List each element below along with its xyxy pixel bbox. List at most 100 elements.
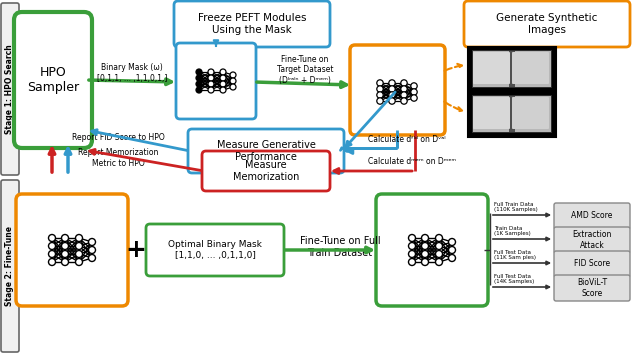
Circle shape bbox=[422, 251, 429, 257]
Circle shape bbox=[401, 92, 407, 98]
Circle shape bbox=[435, 242, 442, 250]
Circle shape bbox=[422, 258, 429, 266]
FancyBboxPatch shape bbox=[1, 3, 19, 175]
Circle shape bbox=[389, 98, 396, 104]
Circle shape bbox=[88, 255, 95, 261]
FancyBboxPatch shape bbox=[376, 194, 488, 306]
FancyBboxPatch shape bbox=[471, 94, 553, 134]
FancyBboxPatch shape bbox=[1, 180, 19, 352]
FancyBboxPatch shape bbox=[350, 45, 445, 135]
FancyBboxPatch shape bbox=[554, 203, 630, 229]
Circle shape bbox=[401, 98, 407, 104]
FancyBboxPatch shape bbox=[554, 275, 630, 301]
Circle shape bbox=[220, 87, 226, 93]
Text: Full Test Data
(14K Samples): Full Test Data (14K Samples) bbox=[494, 273, 534, 285]
FancyBboxPatch shape bbox=[554, 227, 630, 253]
Circle shape bbox=[377, 98, 383, 104]
Circle shape bbox=[76, 251, 83, 257]
Circle shape bbox=[408, 242, 415, 250]
Text: Fine-Tune on
Target Dataset
(Dᴵʳᵃᴵⁿ + Dᵐᵉᵐ): Fine-Tune on Target Dataset (Dᴵʳᵃᴵⁿ + Dᵐ… bbox=[276, 55, 333, 85]
Circle shape bbox=[435, 258, 442, 266]
Circle shape bbox=[411, 95, 417, 101]
Circle shape bbox=[401, 86, 407, 92]
Circle shape bbox=[389, 86, 396, 92]
Circle shape bbox=[220, 81, 226, 87]
FancyBboxPatch shape bbox=[468, 47, 556, 137]
Circle shape bbox=[230, 72, 236, 78]
Circle shape bbox=[449, 246, 456, 253]
Text: Optimal Binary Mask
[1,1,0, ... ,0,1,1,0]: Optimal Binary Mask [1,1,0, ... ,0,1,1,0… bbox=[168, 240, 262, 260]
Circle shape bbox=[88, 246, 95, 253]
FancyBboxPatch shape bbox=[512, 52, 549, 84]
Circle shape bbox=[196, 87, 202, 93]
Circle shape bbox=[49, 242, 56, 250]
Circle shape bbox=[76, 235, 83, 241]
FancyBboxPatch shape bbox=[471, 49, 553, 89]
Text: Report FID Score to HPO: Report FID Score to HPO bbox=[72, 132, 164, 141]
FancyBboxPatch shape bbox=[512, 97, 549, 129]
Circle shape bbox=[377, 80, 383, 86]
Circle shape bbox=[208, 75, 214, 81]
Text: Fine-Tune on Full
Train Dataset: Fine-Tune on Full Train Dataset bbox=[300, 236, 380, 258]
Text: Full Test Data
(11K Sam ples): Full Test Data (11K Sam ples) bbox=[494, 250, 536, 260]
Text: Stage 2: Fine-Tune: Stage 2: Fine-Tune bbox=[6, 226, 15, 306]
Circle shape bbox=[196, 81, 202, 87]
Text: Full Train Data
(110K Samples): Full Train Data (110K Samples) bbox=[494, 202, 538, 212]
FancyBboxPatch shape bbox=[509, 96, 515, 132]
Circle shape bbox=[208, 87, 214, 93]
Circle shape bbox=[196, 69, 202, 75]
Text: Calculate dᶠᴵᵈ on Dᵛᵃˡ: Calculate dᶠᴵᵈ on Dᵛᵃˡ bbox=[368, 135, 445, 144]
Circle shape bbox=[422, 242, 429, 250]
FancyBboxPatch shape bbox=[464, 1, 630, 47]
Circle shape bbox=[408, 258, 415, 266]
Circle shape bbox=[61, 251, 68, 257]
Circle shape bbox=[49, 251, 56, 257]
Circle shape bbox=[411, 89, 417, 95]
Circle shape bbox=[88, 238, 95, 246]
FancyBboxPatch shape bbox=[473, 52, 510, 84]
Text: Binary Mask (ω)
[0,1,1, ... ,1,1,0,1,]: Binary Mask (ω) [0,1,1, ... ,1,1,0,1,] bbox=[97, 63, 167, 83]
Circle shape bbox=[230, 84, 236, 90]
Circle shape bbox=[449, 238, 456, 246]
Circle shape bbox=[230, 78, 236, 84]
Circle shape bbox=[76, 258, 83, 266]
Text: BioViL-T
Score: BioViL-T Score bbox=[577, 278, 607, 298]
Text: Extraction
Attack: Extraction Attack bbox=[572, 230, 612, 250]
Circle shape bbox=[220, 69, 226, 75]
Circle shape bbox=[435, 251, 442, 257]
Circle shape bbox=[61, 235, 68, 241]
Circle shape bbox=[49, 235, 56, 241]
FancyBboxPatch shape bbox=[473, 97, 510, 129]
Circle shape bbox=[389, 80, 396, 86]
Circle shape bbox=[208, 69, 214, 75]
Circle shape bbox=[49, 258, 56, 266]
FancyBboxPatch shape bbox=[473, 96, 551, 132]
FancyBboxPatch shape bbox=[176, 43, 256, 119]
FancyBboxPatch shape bbox=[174, 1, 330, 47]
FancyBboxPatch shape bbox=[16, 194, 128, 306]
FancyBboxPatch shape bbox=[14, 12, 92, 148]
Circle shape bbox=[220, 75, 226, 81]
Text: HPO
Sampler: HPO Sampler bbox=[27, 66, 79, 94]
Text: Report Memorization
Metric to HPO: Report Memorization Metric to HPO bbox=[78, 148, 158, 168]
Text: +: + bbox=[125, 238, 147, 262]
Text: Generate Synthetic
Images: Generate Synthetic Images bbox=[496, 13, 598, 35]
Circle shape bbox=[76, 242, 83, 250]
Circle shape bbox=[449, 255, 456, 261]
Text: FID Score: FID Score bbox=[574, 260, 610, 268]
Circle shape bbox=[389, 92, 396, 98]
FancyBboxPatch shape bbox=[473, 51, 551, 87]
FancyBboxPatch shape bbox=[146, 224, 284, 276]
Circle shape bbox=[401, 80, 407, 86]
Circle shape bbox=[208, 81, 214, 87]
Circle shape bbox=[411, 83, 417, 89]
Text: Measure
Memorization: Measure Memorization bbox=[233, 160, 299, 182]
Text: Stage 1: HPO Search: Stage 1: HPO Search bbox=[6, 44, 15, 134]
Text: Train Data
(1K Samples): Train Data (1K Samples) bbox=[494, 226, 531, 236]
Circle shape bbox=[408, 235, 415, 241]
FancyBboxPatch shape bbox=[188, 129, 344, 173]
Circle shape bbox=[61, 258, 68, 266]
FancyBboxPatch shape bbox=[202, 151, 330, 191]
Circle shape bbox=[408, 251, 415, 257]
Circle shape bbox=[61, 242, 68, 250]
